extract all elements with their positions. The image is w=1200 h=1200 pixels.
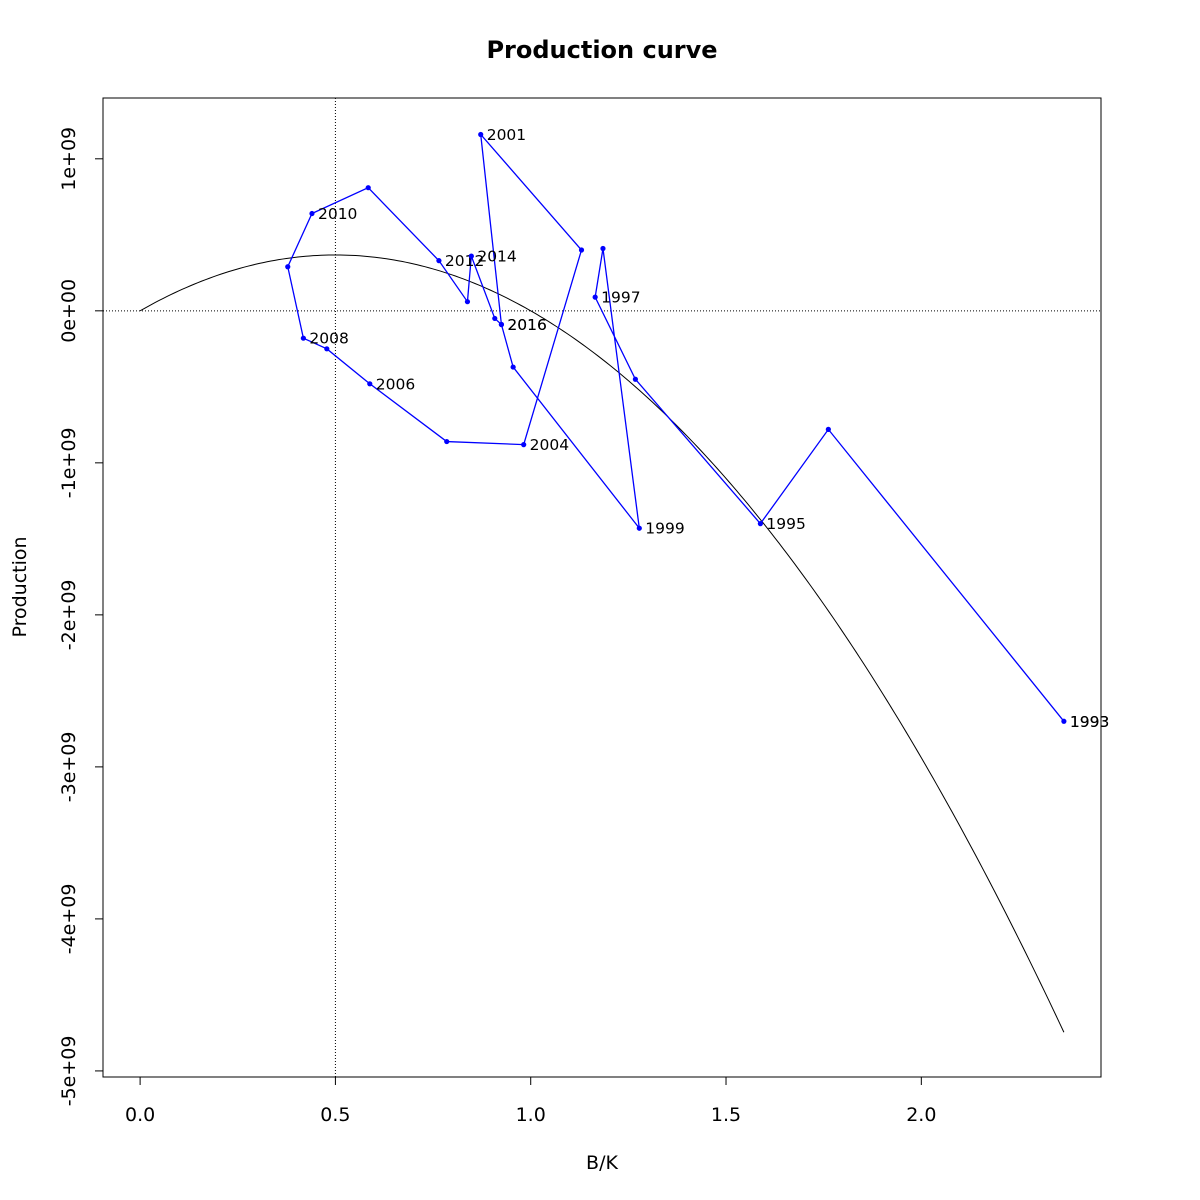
plot-area: 0.0 0.5 1.0 1.5 2.0 1e+09 0e+00 -1e+09 -2e+09 -3e… — [58, 98, 1109, 1126]
y-tick-label: -1e+09 — [58, 427, 80, 498]
data-point — [757, 521, 763, 527]
point-label: 2012 — [445, 252, 484, 270]
data-point — [521, 442, 527, 448]
x-tick-label: 2.0 — [906, 1104, 936, 1126]
data-point — [285, 264, 291, 270]
data-point — [444, 438, 450, 445]
point-label: 2001 — [487, 126, 526, 144]
data-point — [592, 294, 598, 300]
x-tick-label: 1.5 — [711, 1104, 741, 1126]
y-tick-label: -5e+09 — [58, 1036, 80, 1107]
data-point — [436, 258, 442, 264]
data-point — [1061, 718, 1067, 724]
point-label: 2014 — [477, 248, 516, 266]
y-tick-label: 1e+09 — [58, 127, 80, 191]
data-point — [478, 131, 484, 138]
data-point — [510, 364, 516, 370]
data-point — [365, 185, 371, 191]
data-point — [300, 335, 306, 341]
trajectory-line — [287, 132, 1065, 722]
data-point — [464, 299, 471, 305]
point-label: 2004 — [530, 436, 569, 454]
point-label: 2008 — [309, 330, 348, 348]
data-point — [468, 253, 474, 259]
y-tick-label: -2e+09 — [58, 579, 80, 650]
y-axis-label: Production — [9, 536, 31, 637]
data-point — [492, 315, 498, 322]
chart-title: Production curve — [486, 36, 717, 64]
data-point — [632, 376, 638, 382]
data-point — [498, 321, 505, 328]
point-label: 1995 — [766, 515, 805, 533]
data-point — [324, 346, 330, 352]
data-point — [367, 381, 373, 387]
x-axis-label: B/K — [586, 1152, 618, 1174]
data-point — [636, 525, 642, 531]
production-curve — [139, 254, 1065, 1033]
point-label: 1993 — [1070, 713, 1109, 731]
point-label: 1999 — [645, 520, 684, 538]
point-label: 2016 — [507, 316, 546, 334]
data-point — [825, 426, 831, 433]
x-tick-label: 0.0 — [125, 1104, 155, 1126]
point-label: 1997 — [601, 289, 640, 307]
data-point — [309, 210, 315, 217]
x-tick-label: 0.5 — [320, 1104, 350, 1126]
point-label: 2010 — [318, 205, 357, 223]
point-label: 1993 — [1070, 713, 1109, 731]
data-point — [600, 245, 606, 252]
y-tick-label: -4e+09 — [58, 884, 80, 955]
x-tick-label: 1.0 — [516, 1104, 546, 1126]
plot-frame — [102, 97, 1102, 1078]
y-tick-label: -3e+09 — [58, 732, 80, 803]
y-tick-label: 0e+00 — [58, 279, 80, 343]
point-label: 2016 — [507, 316, 546, 334]
data-point — [578, 247, 585, 253]
point-label: 2006 — [376, 375, 415, 393]
